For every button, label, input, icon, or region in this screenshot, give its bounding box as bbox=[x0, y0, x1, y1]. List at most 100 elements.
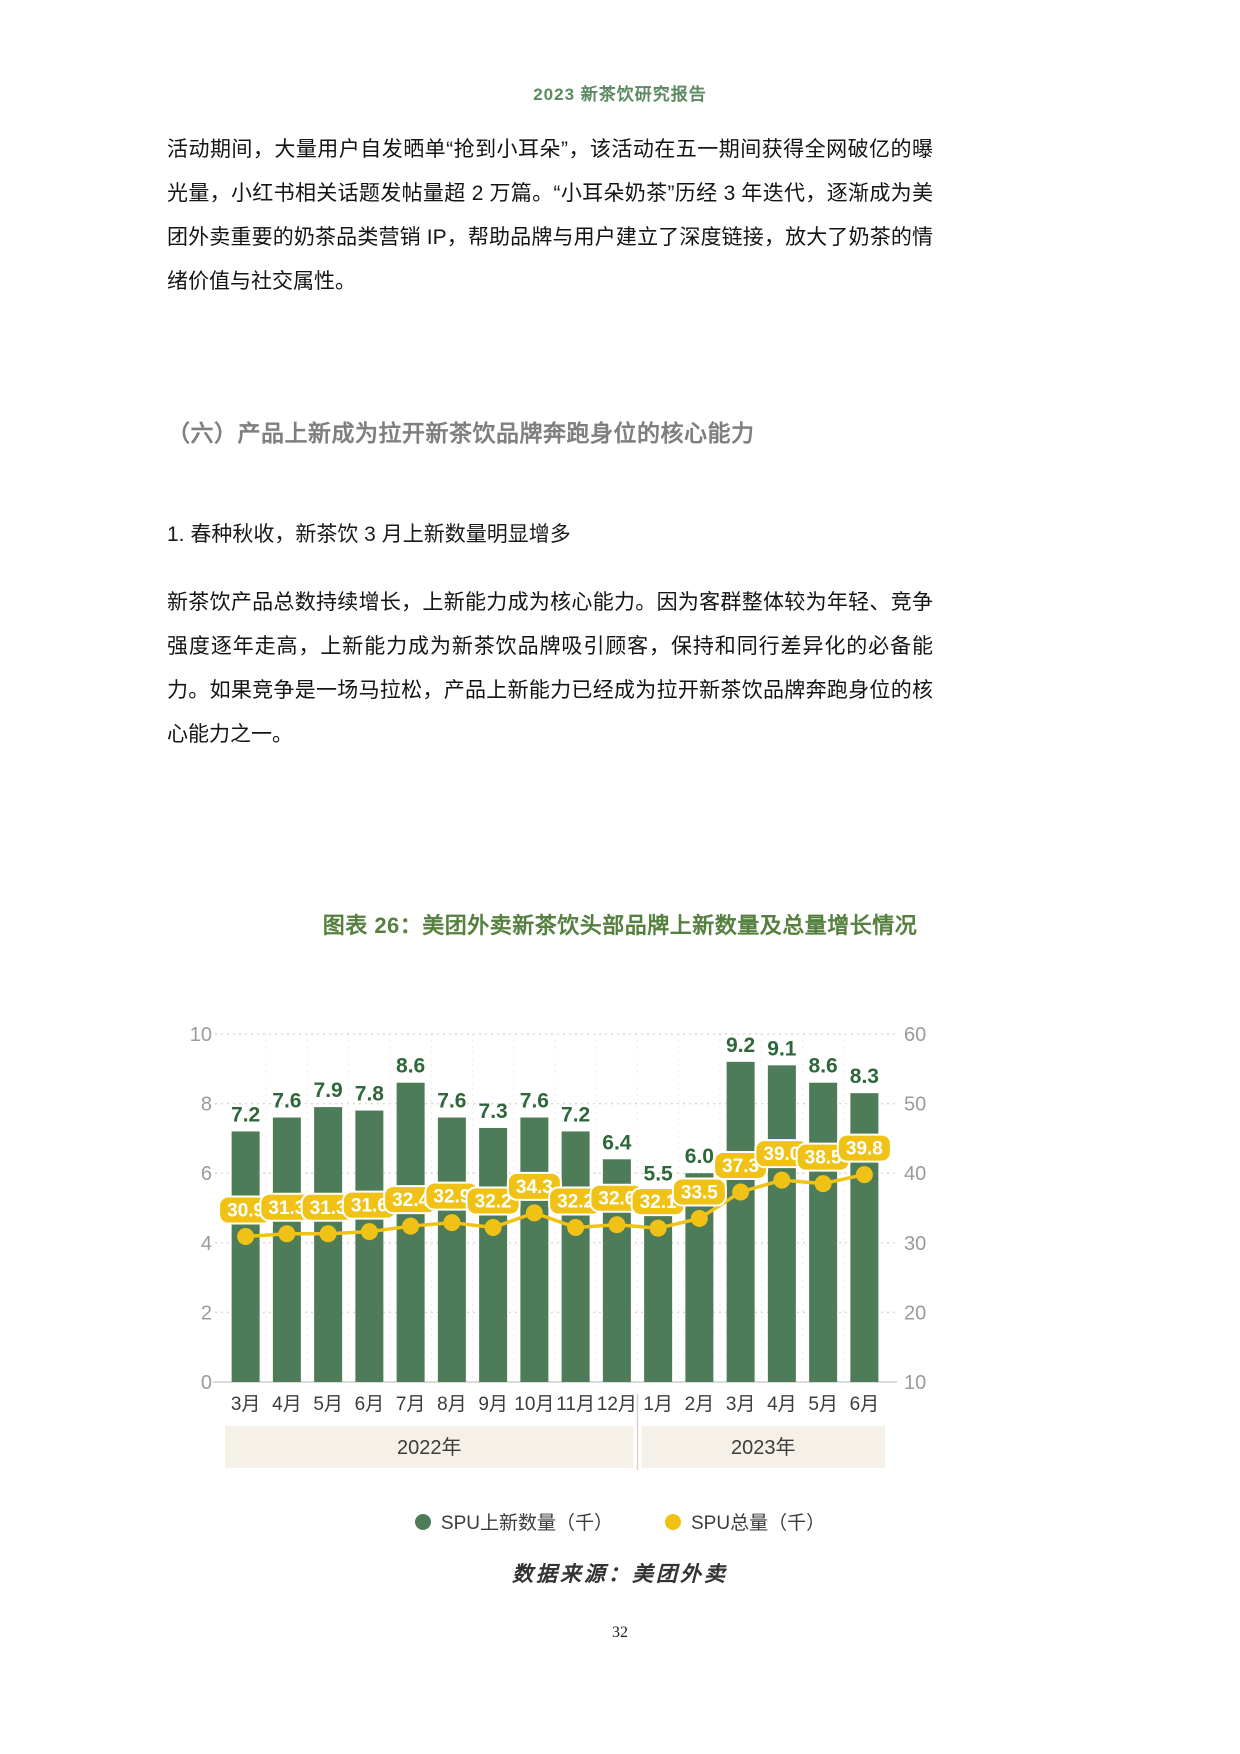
line-marker bbox=[525, 1204, 543, 1222]
line-value-label: 31.3 bbox=[310, 1198, 347, 1219]
right-axis-tick-label: 40 bbox=[904, 1163, 926, 1185]
bar bbox=[726, 1061, 755, 1382]
yellow-dot-icon bbox=[665, 1513, 681, 1530]
legend-item-bar-series: SPU上新数量（千） bbox=[414, 1508, 613, 1535]
bar bbox=[561, 1131, 590, 1382]
bar bbox=[767, 1065, 796, 1382]
bar bbox=[231, 1131, 260, 1382]
year-band bbox=[225, 1426, 634, 1468]
green-dot-icon bbox=[414, 1513, 431, 1530]
combo-chart-svg: 0 2 4 6 8 10 10 20 30 40 50 60 7.2 7.6 7.9 7.8 8.6 7.6 7.3… bbox=[190, 1024, 926, 1470]
line-marker bbox=[814, 1175, 832, 1193]
x-axis-month-label: 9月 bbox=[478, 1394, 508, 1415]
line-value-label: 39.8 bbox=[846, 1139, 883, 1160]
line-value-label: 32.9 bbox=[433, 1187, 470, 1208]
bar bbox=[437, 1117, 466, 1382]
legend-label-line-series: SPU总量（千） bbox=[691, 1513, 826, 1534]
left-axis-tick-label: 0 bbox=[201, 1372, 212, 1394]
bar-value-label: 7.2 bbox=[561, 1103, 590, 1126]
right-axis-tick-label: 50 bbox=[904, 1094, 926, 1116]
x-axis-month-label: 1月 bbox=[643, 1394, 673, 1415]
right-axis-tick-label: 30 bbox=[904, 1233, 926, 1255]
x-axis-month-label: 11月 bbox=[556, 1394, 595, 1415]
year-band bbox=[641, 1426, 885, 1468]
line-marker bbox=[402, 1217, 420, 1235]
bar-value-label: 6.4 bbox=[602, 1131, 632, 1154]
x-axis-month-label: 5月 bbox=[313, 1394, 343, 1415]
x-axis-month-label: 4月 bbox=[767, 1394, 797, 1415]
line-value-label: 32.2 bbox=[557, 1191, 594, 1212]
bar bbox=[685, 1173, 714, 1382]
line-value-label: 31.3 bbox=[268, 1198, 305, 1219]
line-marker bbox=[773, 1171, 791, 1189]
x-axis-month-label: 5月 bbox=[808, 1394, 838, 1415]
line-marker bbox=[237, 1228, 255, 1246]
combo-chart: 0 2 4 6 8 10 10 20 30 40 50 60 7.2 7.6 7.9 7.8 8.6 7.6 7.3… bbox=[170, 992, 960, 1472]
x-axis-month-label: 8月 bbox=[437, 1394, 467, 1415]
bar-value-label: 8.6 bbox=[809, 1055, 838, 1078]
left-axis-tick-label: 4 bbox=[201, 1233, 212, 1255]
line-value-label: 32.6 bbox=[598, 1189, 635, 1210]
bar-value-label: 7.6 bbox=[520, 1090, 549, 1113]
left-axis-tick-label: 10 bbox=[190, 1024, 212, 1046]
line-marker bbox=[649, 1219, 667, 1237]
line-value-label: 32.4 bbox=[392, 1190, 429, 1211]
page-number: 32 bbox=[612, 1624, 628, 1641]
section-heading-six: （六）产品上新成为拉开新茶饮品牌奔跑身位的核心能力 bbox=[167, 420, 755, 446]
bar bbox=[644, 1190, 673, 1382]
bar-value-label: 7.2 bbox=[231, 1103, 260, 1126]
item-heading-1: 1. 春种秋收，新茶饮 3 月上新数量明显增多 bbox=[167, 523, 571, 546]
line-marker bbox=[484, 1218, 502, 1236]
x-axis-month-label: 10月 bbox=[514, 1394, 554, 1415]
bar bbox=[355, 1110, 384, 1382]
line-value-label: 32.2 bbox=[475, 1191, 512, 1212]
chart-title: 图表 26：美团外卖新茶饮头部品牌上新数量及总量增长情况 bbox=[322, 913, 918, 938]
legend-item-line-series: SPU总量（千） bbox=[665, 1508, 825, 1535]
chart-legend: SPU上新数量（千） SPU总量（千） bbox=[0, 1508, 1240, 1535]
line-value-label: 38.5 bbox=[805, 1148, 842, 1169]
line-marker bbox=[690, 1209, 708, 1227]
bar-value-label: 9.1 bbox=[767, 1037, 797, 1060]
bar bbox=[314, 1107, 343, 1382]
left-axis-tick-label: 6 bbox=[201, 1163, 212, 1185]
line-value-label: 34.3 bbox=[516, 1177, 553, 1198]
line-marker bbox=[855, 1166, 873, 1184]
bar-value-label: 7.6 bbox=[272, 1090, 301, 1113]
bar-value-label: 8.3 bbox=[850, 1065, 879, 1088]
x-axis-month-label: 3月 bbox=[231, 1394, 261, 1415]
left-axis-tick-label: 2 bbox=[201, 1302, 212, 1324]
x-axis-month-label: 4月 bbox=[272, 1394, 302, 1415]
line-marker bbox=[319, 1225, 337, 1243]
bar-value-label: 5.5 bbox=[644, 1163, 674, 1186]
line-value-badge bbox=[506, 1171, 562, 1201]
data-source-line: 数据来源：美团外卖 bbox=[512, 1562, 728, 1586]
legend-label-bar-series: SPU上新数量（千） bbox=[440, 1513, 613, 1534]
x-axis-month-label: 3月 bbox=[726, 1394, 756, 1415]
line-value-label: 30.9 bbox=[227, 1201, 264, 1222]
line-marker bbox=[360, 1223, 378, 1241]
line-marker bbox=[567, 1218, 585, 1236]
right-axis-tick-label: 10 bbox=[904, 1372, 926, 1394]
line-value-badge bbox=[836, 1133, 892, 1163]
bar bbox=[272, 1117, 301, 1382]
bar bbox=[520, 1117, 549, 1382]
line-marker bbox=[278, 1225, 296, 1243]
x-axis-month-label: 12月 bbox=[597, 1394, 637, 1415]
line-value-label: 33.5 bbox=[681, 1182, 718, 1203]
bar-value-label: 6.0 bbox=[685, 1145, 714, 1168]
document-header: 2023 新茶饮研究报告 bbox=[533, 85, 707, 104]
line-marker bbox=[443, 1214, 461, 1232]
x-axis-month-label: 7月 bbox=[396, 1394, 426, 1415]
line-series bbox=[245, 1172, 865, 1239]
x-axis-month-label: 6月 bbox=[850, 1394, 880, 1415]
bar-value-label: 7.6 bbox=[437, 1090, 466, 1113]
line-value-badge bbox=[671, 1177, 727, 1207]
paragraph-activity: 活动期间，大量用户自发晒单“抢到小耳朵”，该活动在五一期间获得全网破亿的曝光量，… bbox=[167, 138, 933, 293]
line-value-label: 39.0 bbox=[763, 1144, 800, 1165]
x-axis-month-label: 6月 bbox=[355, 1394, 385, 1415]
left-axis-tick-label: 8 bbox=[201, 1094, 212, 1116]
year-band-label: 2022年 bbox=[397, 1436, 462, 1459]
line-marker bbox=[732, 1183, 750, 1201]
x-axis-month-label: 2月 bbox=[685, 1394, 715, 1415]
